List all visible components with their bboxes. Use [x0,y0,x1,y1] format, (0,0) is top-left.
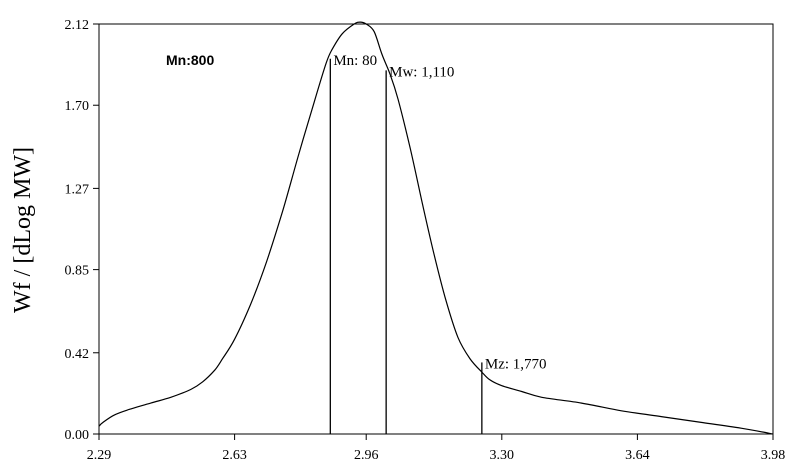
x-tick-label: 2.96 [354,448,379,463]
y-tick-label: 1.70 [65,99,90,114]
marker-label: Mn: 80 [333,53,377,69]
x-tick-label: 3.98 [761,448,786,463]
annotations: Mn: 80 Mw: 1,110 Mz: 1,770 [329,53,547,434]
distribution-curve [98,21,774,435]
x-tick-label: 2.63 [222,448,247,463]
y-tick-label: 2.12 [65,18,90,33]
inset-label: Mn:800 [166,52,214,68]
y-tick-label: 0.00 [65,428,90,443]
marker-label: Mz: 1,770 [485,356,547,372]
y-tick-label: 0.42 [65,347,90,362]
curve-layer [98,21,774,435]
plot-frame [98,23,774,435]
y-tick-label: 1.27 [65,182,90,197]
y-axis-label: Wf / [dLog MW] [10,147,36,313]
axes [98,23,774,435]
x-tick-label: 3.30 [490,448,515,463]
x-tick-label: 3.64 [625,448,650,463]
marker-label: Mw: 1,110 [389,64,454,80]
x-tick-label: 2.29 [87,448,112,463]
y-tick-label: 0.85 [65,264,90,279]
ticks: 0.00 0.42 0.85 1.27 1.70 2.12 2.29 2.63 2.96 3.30… [65,18,786,463]
